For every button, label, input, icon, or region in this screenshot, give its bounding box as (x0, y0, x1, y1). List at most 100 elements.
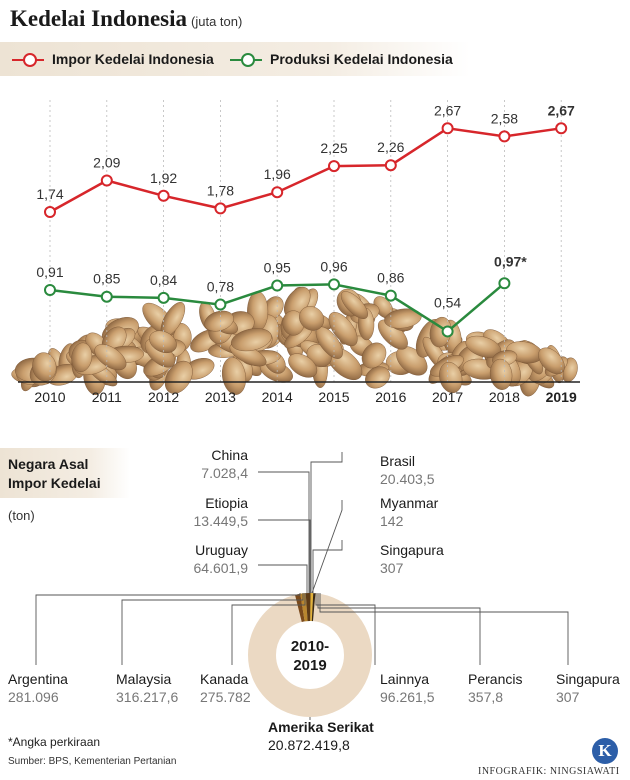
donut-slice-lainnya (311, 593, 316, 622)
donut-value-myanmar: 142 (380, 513, 404, 529)
donut-value-singapura-bottom: 307 (556, 689, 580, 705)
soybean-icon (288, 353, 318, 378)
leader-malaysia (121, 593, 304, 665)
soybean-icon (231, 328, 272, 352)
produksi-label-2016: 0,86 (377, 270, 404, 286)
donut-name-etiopia: Etiopia (205, 495, 248, 511)
impor-point-2014 (271, 186, 284, 199)
produksi-point-2013 (214, 298, 227, 311)
soybean-icon (439, 361, 463, 394)
soybean-icon (340, 291, 368, 319)
impor-point-2013 (214, 202, 227, 215)
leader-brasil (310, 452, 343, 593)
donut-slice-uruguay (310, 593, 314, 622)
leader-myanmar (311, 500, 343, 594)
x-tick-2019: 2019 (546, 389, 577, 405)
legend-impor-label: Impor Kedelai Indonesia (52, 51, 214, 67)
x-tick-2014: 2014 (262, 389, 293, 405)
donut-slice-argentina (295, 593, 305, 623)
soybean-icon (361, 342, 387, 369)
donut-name-singapura-bottom: Singapura (556, 671, 620, 687)
x-tick-2011: 2011 (92, 389, 122, 405)
donut-name-brasil: Brasil (380, 453, 415, 469)
donut-value-argentina: 281.096 (8, 689, 59, 705)
donut-value-china: 7.028,4 (201, 465, 248, 481)
donut-name-lainnya: Lainnya (380, 671, 429, 687)
produksi-point-2011 (100, 290, 113, 303)
leader-uruguay (258, 564, 308, 593)
impor-label-2014: 1,96 (264, 166, 291, 182)
soybean-icon (538, 347, 565, 375)
donut-value-perancis: 357,8 (468, 689, 503, 705)
donut-value-brasil: 20.403,5 (380, 471, 435, 487)
soybean-pile-illustration (11, 286, 578, 397)
soybean-icon (328, 312, 358, 347)
impor-point-2018 (498, 130, 511, 143)
donut-name-perancis: Perancis (468, 671, 522, 687)
x-tick-2013: 2013 (205, 389, 236, 405)
impor-label-2016: 2,26 (377, 139, 404, 155)
leader-perancis (317, 593, 481, 665)
soybean-icon (149, 330, 177, 354)
soybean-icon (164, 360, 193, 394)
donut-name-china: China (211, 447, 248, 463)
soybean-icon (221, 357, 247, 395)
x-tick-2012: 2012 (148, 389, 179, 405)
impor-label-2011: 2,09 (93, 155, 120, 171)
impor-label-2010: 1,74 (36, 186, 63, 202)
credit-text: INFOGRAFIK: NINGSIAWATI (478, 766, 620, 777)
soybean-icon (204, 310, 234, 332)
x-tick-2010: 2010 (34, 389, 65, 405)
donut-name-uruguay: Uruguay (195, 542, 248, 558)
donut-name-amerika-serikat: Amerika Serikat (268, 719, 374, 735)
donut-center-line2: 2019 (293, 657, 326, 674)
impor-label-2015: 2,25 (320, 140, 347, 156)
soybean-icon (32, 352, 57, 382)
impor-point-2016 (384, 159, 397, 172)
impor-label-2012: 1,92 (150, 170, 177, 186)
donut-name-singapura-top: Singapura (380, 542, 444, 558)
impor-point-2019 (555, 122, 568, 135)
leader-etiopia (258, 519, 311, 593)
donut-name-malaysia: Malaysia (116, 671, 171, 687)
x-tick-2015: 2015 (318, 389, 349, 405)
donut-value-lainnya: 96.261,5 (380, 689, 435, 705)
produksi-label-2013: 0,78 (207, 279, 234, 295)
leader-china (258, 471, 310, 593)
line-chart: 2010 2011 2012 2013 2014 2015 2016 2017 2018 2019… (11, 100, 580, 405)
pie-unit-label: (ton) (8, 508, 35, 523)
impor-label-2013: 1,78 (207, 182, 234, 198)
legend-impor-marker-icon (23, 53, 37, 67)
impor-label-2019: 2,67 (548, 102, 575, 118)
kompas-logo: K (592, 738, 618, 764)
donut-name-kanada: Kanada (200, 671, 248, 687)
soybean-icon (365, 366, 390, 389)
leader-kanada (231, 593, 306, 665)
soybean-icon (71, 342, 93, 373)
donut-value-malaysia: 316.217,6 (116, 689, 178, 705)
donut-value-etiopia: 13.449,5 (194, 513, 249, 529)
produksi-point-2018 (498, 277, 511, 290)
produksi-label-2018: 0,97* (494, 253, 527, 269)
produksi-label-2014: 0,95 (264, 260, 291, 276)
donut-chart: 2010- 2019 China 7.028,4 Etiopia 13.449,5 Uru… (8, 447, 620, 753)
legend-produksi-marker-icon (241, 53, 255, 67)
donut-name-myanmar: Myanmar (380, 495, 439, 511)
donut-value-amerika-serikat: 20.872.419,8 (268, 737, 350, 753)
donut-name-argentina: Argentina (8, 671, 68, 687)
soybean-icon (94, 344, 127, 371)
impor-series-line (49, 126, 562, 214)
donut-value-kanada: 275.782 (200, 689, 251, 705)
x-tick-2018: 2018 (489, 389, 520, 405)
pie-section-label-bg: Negara Asal Impor Kedelai (0, 448, 130, 498)
leader-singapura-bottom (319, 593, 569, 665)
source-text: Sumber: BPS, Kementerian Pertanian (8, 756, 177, 767)
pie-section-title-line2: Impor Kedelai (8, 475, 101, 491)
legend-produksi-label: Produksi Kedelai Indonesia (270, 51, 453, 67)
leader-lainnya (315, 593, 376, 665)
leader-argentina (35, 593, 301, 665)
impor-point-2015 (328, 160, 340, 173)
produksi-point-2016 (384, 289, 397, 302)
x-tick-2017: 2017 (432, 389, 463, 405)
donut-value-singapura-top: 307 (380, 560, 404, 576)
